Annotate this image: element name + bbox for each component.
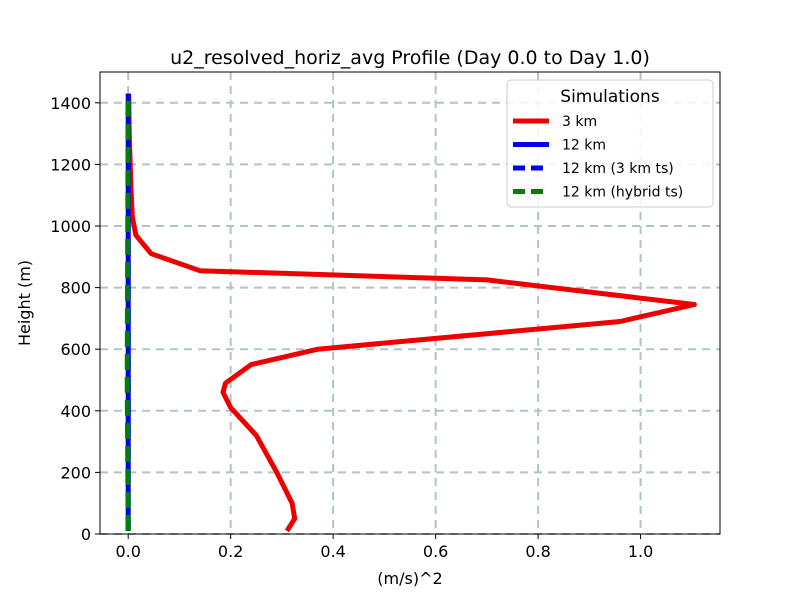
plot-series (124, 93, 697, 533)
x-tick-label: 0.8 (525, 542, 550, 561)
plot-frame (99, 71, 721, 535)
y-tick-label: 800 (60, 279, 91, 298)
legend-box (506, 79, 714, 208)
y-tick-label: 1400 (50, 94, 91, 113)
y-tick-label: 200 (60, 463, 91, 482)
legend-title: Simulations (560, 87, 660, 107)
legend-label-3: 12 km (3 km ts) (562, 161, 674, 177)
y-tick-label: 1000 (50, 217, 91, 236)
series-line-1 (126, 93, 697, 533)
x-tick-label: 1.0 (628, 542, 653, 561)
legend-label-4: 12 km (hybrid ts) (562, 185, 683, 201)
axis-ticks: 0.0 0.2 0.4 0.6 0.8 1.0 0 200 400 600 800 1000 1200 1… (50, 94, 653, 561)
series-line-4 (124, 93, 131, 531)
legend: Simulations 3 km 12 km 12 km (3 km ts) 12 k… (506, 79, 714, 208)
y-axis-label: Height (m) (15, 260, 34, 346)
y-tick-label: 600 (60, 340, 91, 359)
x-axis-label: (m/s)^2 (377, 569, 442, 588)
chart-title: u2_resolved_horiz_avg Profile (Day 0.0 t… (170, 47, 650, 69)
legend-label-2: 12 km (562, 138, 606, 154)
x-tick-label: 0.0 (115, 542, 140, 561)
grid (100, 72, 720, 535)
x-tick-label: 0.4 (320, 542, 345, 561)
x-tick-label: 0.6 (423, 542, 448, 561)
x-tick-label: 0.2 (218, 542, 243, 561)
legend-label-1: 3 km (562, 114, 597, 130)
y-tick-label: 0 (81, 525, 91, 544)
y-tick-label: 400 (60, 402, 91, 421)
y-tick-label: 1200 (50, 155, 91, 174)
